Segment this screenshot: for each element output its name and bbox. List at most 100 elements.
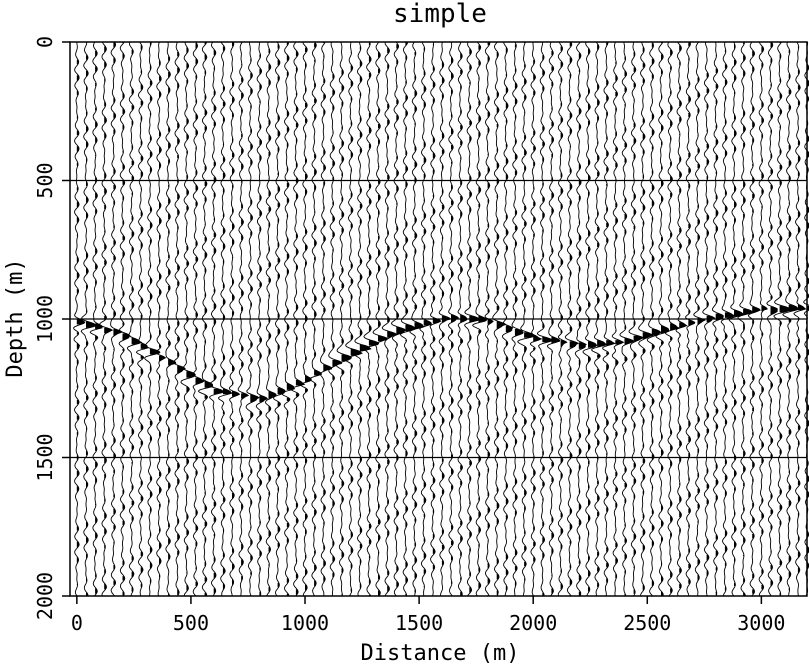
wiggle-fill: [588, 191, 590, 196]
wiggle-fill: [697, 274, 699, 280]
wiggle-fill: [734, 130, 737, 137]
wiggle-fill: [195, 114, 198, 120]
wiggle-fill: [770, 201, 772, 203]
wiggle-fill: [86, 395, 89, 400]
wiggle-fill: [560, 172, 562, 178]
wiggle-fill: [113, 397, 115, 404]
wiggle-fill: [414, 430, 417, 437]
wiggle-fill: [524, 418, 527, 425]
wiggle-fill: [113, 57, 116, 64]
wiggle-fill: [168, 56, 170, 61]
wiggle-fill: [578, 322, 581, 327]
wiggle-fill: [286, 578, 289, 583]
wiggle-fill: [168, 483, 171, 489]
wiggle-fill: [95, 83, 97, 87]
wiggle-fill: [624, 255, 626, 259]
wiggle-fill: [314, 580, 317, 586]
wiggle-fill: [241, 345, 244, 352]
wiggle-fill: [779, 305, 791, 313]
wiggle-fill: [569, 437, 572, 442]
wiggle-fill: [268, 151, 271, 157]
wiggle-fill: [779, 505, 782, 510]
wiggle-fill: [560, 457, 563, 463]
wiggle-fill: [715, 68, 718, 73]
wiggle-fill: [177, 448, 179, 452]
wiggle-fill: [514, 478, 517, 485]
wiggle-fill: [140, 100, 143, 106]
wiggle-fill: [232, 184, 234, 189]
wiggle-fill: [295, 249, 299, 255]
wiggle-fill: [706, 159, 709, 165]
wiggle-fill: [752, 138, 754, 143]
wiggle-fill: [514, 312, 517, 317]
wiggle-fill: [496, 447, 499, 454]
wiggle-fill: [104, 275, 106, 281]
wiggle-fill: [359, 219, 362, 224]
wiggle-fill: [688, 255, 690, 260]
wiggle-fill: [533, 398, 536, 405]
wiggle-fill: [505, 87, 508, 93]
wiggle-fill: [250, 302, 252, 307]
wiggle-fill: [259, 567, 261, 571]
wiggle-fill: [743, 521, 746, 528]
x-tick-label: 0: [71, 611, 83, 635]
wiggle-fill: [122, 108, 125, 114]
wiggle-fill: [350, 389, 352, 395]
wiggle-fill: [624, 70, 627, 77]
wiggle-fill: [241, 306, 243, 312]
wiggle-fill: [706, 129, 708, 132]
wiggle-fill: [168, 87, 170, 93]
wiggle-fill: [159, 355, 166, 362]
wiggle-fill: [396, 343, 398, 346]
wiggle-fill: [569, 57, 572, 64]
wiggle-fill: [651, 272, 654, 277]
wiggle-fill: [533, 201, 536, 206]
y-tick-label: 1000: [33, 295, 57, 343]
wiggle-fill: [533, 347, 536, 350]
wiggle-fill: [432, 240, 434, 244]
wiggle-fill: [168, 358, 176, 366]
wiggle-fill: [661, 166, 663, 170]
wiggle-fill: [797, 551, 801, 558]
wiggle-fill: [378, 210, 380, 215]
wiggle-fill: [149, 348, 160, 355]
wiggle-fill: [524, 578, 525, 581]
wiggle-fill: [159, 432, 161, 437]
wiggle-fill: [95, 263, 98, 270]
wiggle-fill: [441, 473, 445, 479]
wiggle-fill: [241, 332, 242, 335]
wiggle-fill: [186, 79, 188, 85]
wiggle-fill: [788, 248, 791, 252]
wiggle-fill: [578, 69, 580, 72]
wiggle-fill: [232, 391, 240, 397]
wiggle-fill: [359, 46, 361, 50]
wiggle-fill: [414, 557, 417, 563]
wiggle-fill: [761, 46, 764, 52]
wiggle-fill: [770, 42, 773, 48]
wiggle-fill: [277, 582, 280, 588]
wiggle-fill: [378, 321, 381, 327]
wiggle-fill: [140, 368, 143, 375]
wiggle-fill: [396, 471, 397, 473]
wiggle-fill: [131, 485, 134, 490]
wiggle-fill: [405, 364, 408, 369]
wiggle-fill: [779, 321, 782, 326]
wiggle-fill: [286, 238, 289, 243]
wiggle-fill: [642, 63, 645, 68]
wiggle-fill: [734, 329, 736, 335]
wiggle-fill: [250, 499, 252, 506]
wiggle-fill: [122, 591, 125, 596]
wiggle-fill: [387, 245, 390, 252]
wiggle-fill: [250, 539, 253, 545]
wiggle-fill: [788, 202, 790, 204]
wiggle-fill: [131, 286, 134, 292]
wiggle-fill: [305, 356, 307, 360]
wiggle-fill: [222, 512, 225, 519]
wiggle-fill: [195, 297, 197, 301]
wiggle-fill: [350, 348, 362, 356]
wiggle-fill: [688, 491, 691, 498]
wiggle-fill: [213, 517, 216, 522]
wiggle-fill: [432, 463, 434, 467]
wiggle-fill: [314, 211, 315, 213]
wiggle-fill: [149, 264, 151, 267]
